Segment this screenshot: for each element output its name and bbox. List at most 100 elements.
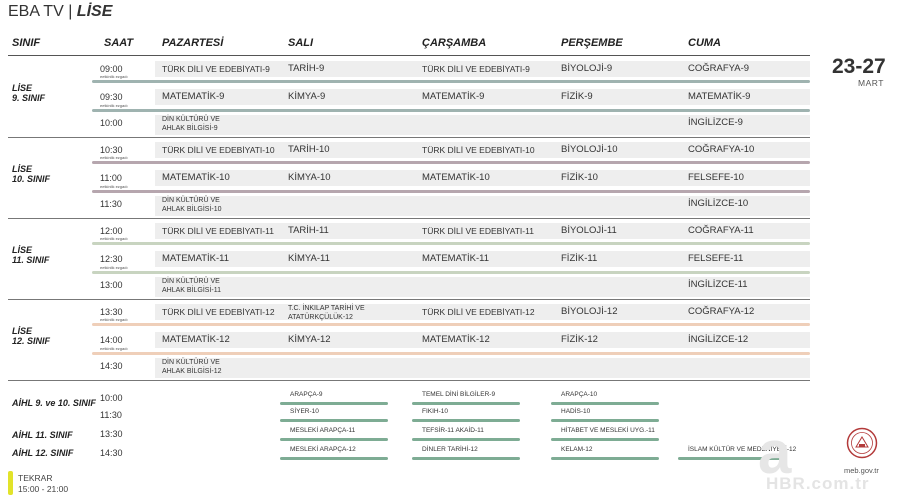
tekrar-time: 15:00 - 21:00 <box>18 484 69 494</box>
row-shade <box>155 196 810 216</box>
row-shade <box>155 358 810 378</box>
lesson-wed: TÜRK DİLİ VE EDEBİYATI-9 <box>422 64 530 74</box>
group-label-line2: 11. SINIF <box>12 255 50 265</box>
time-slot: 09:30 <box>100 92 123 102</box>
group-label-line2: 12. SINIF <box>12 336 51 346</box>
break-label: eetkinlik ezgadı <box>100 74 128 79</box>
row-shade <box>155 277 810 297</box>
lesson-thu: BİYOLOJİ-10 <box>561 144 618 155</box>
lesson-fri: İNGİLİZCE-12 <box>688 334 749 345</box>
lesson-wed: TÜRK DİLİ VE EDEBİYATI-11 <box>422 226 534 236</box>
lesson-wed: MATEMATİK-9 <box>422 91 485 102</box>
group-label: LİSE 11. SINIF <box>12 245 49 265</box>
row-shade <box>155 251 810 267</box>
date-range: 23-27 <box>832 55 886 78</box>
lesson-mon: TÜRK DİLİ VE EDEBİYATI-12 <box>162 307 275 317</box>
lesson-thu: FİZİK-10 <box>561 172 598 183</box>
aihl-lesson-thu: HİTABET VE MESLEKİ UYG.-11 <box>561 427 655 434</box>
lesson-mon-line2: AHLAK BİLGİSİ-9 <box>162 125 218 132</box>
aihl-bar <box>678 457 786 460</box>
lesson-tue: KİMYA-12 <box>288 334 331 345</box>
break-label: eetkinlik ezgadı <box>100 236 128 241</box>
lesson-mon-line2: AHLAK BİLGİSİ-10 <box>162 206 222 213</box>
aihl-lesson-tue: SİYER-10 <box>290 408 319 415</box>
aihl-lesson-wed: FIKIH-10 <box>422 408 449 415</box>
aihl-lesson-wed: DİNLER TARİHİ-12 <box>422 446 478 453</box>
break-bar <box>92 80 810 83</box>
lesson-fri: İNGİLİZCE-11 <box>688 279 748 290</box>
aihl-bar <box>412 438 520 441</box>
group-label-line1: LİSE <box>12 326 33 336</box>
group-label-line1: LİSE <box>12 164 33 174</box>
break-bar <box>92 242 810 245</box>
header-friday: CUMA <box>688 37 721 49</box>
aihl-bar <box>412 419 520 422</box>
row-shade <box>155 61 810 77</box>
break-label: eetkinlik ezgadı <box>100 155 128 160</box>
time-slot: 13:00 <box>100 280 123 290</box>
row-shade <box>155 142 810 158</box>
time-slot: 13:30 <box>100 307 123 317</box>
row-shade <box>155 332 810 348</box>
aihl-bar <box>551 438 659 441</box>
break-bar <box>92 190 810 193</box>
lesson-tue: KİMYA-11 <box>288 253 330 264</box>
tekrar-label: TEKRAR <box>18 473 53 483</box>
aihl-bar <box>412 457 520 460</box>
lesson-mon-line1: DİN KÜLTÜRÜ VE <box>162 197 220 204</box>
lesson-mon-line2: AHLAK BİLGİSİ-11 <box>162 287 222 294</box>
header-saat: SAAT <box>104 37 134 49</box>
lesson-tue-line1: T.C. İNKILAP TARİHİ VE <box>288 305 365 312</box>
lesson-thu: BİYOLOJİ-12 <box>561 306 618 317</box>
lesson-wed: MATEMATİK-12 <box>422 334 490 345</box>
break-label: eetkinlik ezgadı <box>100 346 128 351</box>
group-label-line1: LİSE <box>12 245 33 255</box>
row-shade <box>155 304 810 320</box>
break-bar <box>92 323 810 326</box>
lesson-fri: COĞRAFYA-10 <box>688 144 755 155</box>
lesson-mon: TÜRK DİLİ VE EDEBİYATI-10 <box>162 145 275 155</box>
aihl-bar <box>551 457 659 460</box>
break-bar <box>92 109 810 112</box>
tekrar-marker <box>8 471 13 495</box>
lesson-mon: MATEMATİK-9 <box>162 91 225 102</box>
aihl-lesson-thu: ARAPÇA-10 <box>561 391 598 398</box>
time-slot: 14:00 <box>100 335 123 345</box>
aihl-label: AİHL 9. ve 10. SINIF <box>12 398 96 408</box>
time-slot: 10:30 <box>100 145 123 155</box>
break-label: eetkinlik ezgadı <box>100 317 128 322</box>
aihl-bar <box>551 419 659 422</box>
time-slot: 09:00 <box>100 64 123 74</box>
break-label: eetkinlik ezgadı <box>100 265 128 270</box>
lesson-mon: TÜRK DİLİ VE EDEBİYATI-11 <box>162 226 274 236</box>
lesson-thu: FİZİK-9 <box>561 91 593 102</box>
watermark-brand: HBR.com.tr <box>766 474 870 493</box>
title-separator: | <box>68 3 73 20</box>
lesson-tue: TARİH-10 <box>288 144 330 155</box>
break-bar <box>92 352 810 355</box>
time-slot: 12:00 <box>100 226 123 236</box>
aihl-bar <box>280 438 388 441</box>
break-label: eetkinlik ezgadı <box>100 103 128 108</box>
lesson-fri: COĞRAFYA-11 <box>688 225 754 236</box>
lesson-fri: MATEMATİK-9 <box>688 91 751 102</box>
aihl-time: 14:30 <box>100 448 123 458</box>
lesson-thu: BİYOLOJİ-9 <box>561 63 613 74</box>
lesson-fri: COĞRAFYA-12 <box>688 306 755 317</box>
aihl-lesson-fri: İSLAM KÜLTÜR VE MEDENİYETİ-12 <box>688 446 797 453</box>
break-bar <box>92 161 810 164</box>
title-main: LİSE <box>76 3 113 20</box>
aihl-lesson-thu: HADİS-10 <box>561 408 591 415</box>
aihl-bar <box>280 457 388 460</box>
group-label: LİSE 10. SINIF <box>12 164 50 184</box>
lesson-tue: TARİH-11 <box>288 225 329 236</box>
lesson-mon-line2: AHLAK BİLGİSİ-12 <box>162 368 222 375</box>
aihl-lesson-thu: KELAM-12 <box>561 446 593 453</box>
row-shade <box>155 89 810 105</box>
break-bar <box>92 271 810 274</box>
lesson-tue: TARİH-9 <box>288 63 325 74</box>
aihl-lesson-tue: ARAPÇA-9 <box>290 391 323 398</box>
row-shade <box>155 115 810 135</box>
aihl-bar <box>280 402 388 405</box>
lesson-mon-line1: DİN KÜLTÜRÜ VE <box>162 359 220 366</box>
